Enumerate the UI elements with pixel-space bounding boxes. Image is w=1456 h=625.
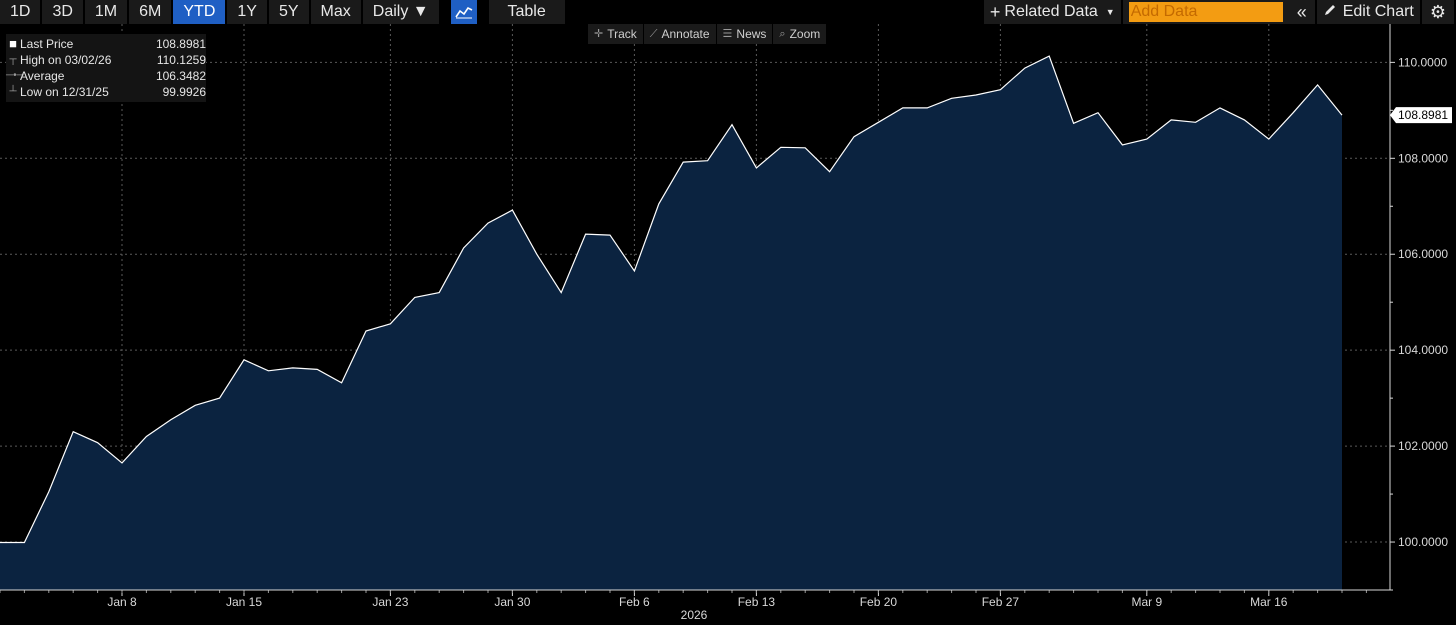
y-tick-label: 100.0000 [1398, 535, 1448, 549]
last-price-tag: 108.8981 [1390, 107, 1452, 124]
legend-swatch-icon: ■ [9, 36, 17, 51]
range-button-1d[interactable]: 1D [0, 0, 43, 24]
toolbar-gap [478, 0, 489, 24]
annotate-button[interactable]: ⟋ Annotate [644, 24, 717, 44]
range-button-6m[interactable]: 6M [129, 0, 174, 24]
y-tick-label: 108.0000 [1398, 151, 1448, 165]
axes: 100.0000 102.0000 104.0000 106.0000 108.0000… [0, 24, 1448, 622]
legend-label: High on 03/02/26 [20, 53, 112, 67]
x-tick-label: Jan 30 [494, 595, 530, 609]
last-price-tag-bg [1390, 107, 1452, 124]
gear-icon[interactable]: ⚙ [1421, 0, 1456, 24]
legend-label: Low on 12/31/25 [20, 85, 109, 99]
chart-tools: ✛ Track ⟋ Annotate ☰ News ⌕ Zoom [588, 24, 828, 44]
add-data-input[interactable] [1128, 2, 1283, 22]
x-tick-label: Mar 9 [1131, 595, 1162, 609]
legend-value: 99.9926 [162, 85, 206, 99]
range-button-5y[interactable]: 5Y [268, 0, 311, 24]
x-tick-label: Jan 23 [372, 595, 408, 609]
y-tick-label: 102.0000 [1398, 439, 1448, 453]
caret-down-icon: ▼ [1105, 7, 1115, 17]
crosshair-icon: ✛ [594, 28, 604, 40]
toolbar-spacer [566, 0, 984, 24]
chart-toolbar: 1D 3D 1M 6M YTD 1Y 5Y Max Daily ▼ Table + Relat… [0, 0, 1456, 24]
last-price-tag-label: 108.8981 [1398, 108, 1448, 122]
y-tick-label: 110.0000 [1398, 55, 1447, 69]
range-button-1y[interactable]: 1Y [227, 0, 269, 24]
range-button-1m[interactable]: 1M [84, 0, 130, 24]
legend-row: ─•─ Average 106.3482 [6, 68, 206, 84]
range-button-max[interactable]: Max [310, 0, 363, 24]
x-tick-label: Feb 20 [860, 595, 898, 609]
tool-label: Annotate [661, 27, 710, 41]
legend-label: Average [20, 69, 65, 83]
legend-marker-icon: ┴ [9, 86, 17, 97]
edit-chart-label: Edit Chart [1342, 3, 1414, 20]
toolbar-gap [440, 0, 451, 24]
zoom-button[interactable]: ⌕ Zoom [773, 24, 828, 44]
news-icon: ☰ [722, 28, 733, 40]
legend-row: ┴ Low on 12/31/25 99.9926 [6, 84, 206, 100]
pencil-icon [1323, 3, 1337, 22]
line-chart-icon[interactable] [450, 0, 479, 24]
legend-value: 110.1259 [156, 53, 206, 67]
legend-marker-icon: ─•─ [6, 70, 24, 81]
legend-marker-icon: ┬ [9, 54, 17, 65]
price-area-fill [0, 56, 1342, 591]
legend-row: ■ Last Price 108.8981 [6, 36, 206, 52]
tool-label: Track [607, 27, 637, 41]
legend-value: 108.8981 [155, 37, 206, 51]
collapse-icon[interactable]: « [1288, 0, 1317, 24]
y-tick-label: 104.0000 [1398, 343, 1448, 357]
zoom-icon: ⌕ [779, 28, 786, 40]
x-tick-label: Mar 16 [1250, 595, 1288, 609]
x-tick-label: Feb 6 [619, 595, 650, 609]
frequency-dropdown[interactable]: Daily ▼ [362, 0, 441, 24]
annotate-icon: ⟋ [649, 28, 658, 40]
legend-value: 106.3482 [155, 69, 206, 83]
x-tick-label: Jan 8 [107, 595, 137, 609]
tool-label: News [736, 27, 767, 41]
related-data-button[interactable]: + Related Data ▼ [983, 0, 1123, 24]
table-button[interactable]: Table [488, 0, 567, 24]
legend: ■ Last Price 108.8981 ┬ High on 03/02/26 110.… [6, 34, 206, 102]
x-tick-label: Feb 13 [738, 595, 776, 609]
edit-chart-button[interactable]: Edit Chart [1316, 0, 1422, 24]
year-label: 2026 [681, 608, 708, 622]
plus-icon: + [989, 1, 1001, 22]
legend-label: Last Price [20, 37, 74, 51]
price-line[interactable] [0, 55, 1343, 544]
track-button[interactable]: ✛ Track [588, 24, 644, 44]
y-tick-label: 106.0000 [1398, 247, 1448, 261]
x-tick-label: Feb 27 [982, 595, 1020, 609]
range-buttons: 1D 3D 1M 6M YTD 1Y 5Y Max [0, 0, 363, 24]
range-button-ytd[interactable]: YTD [173, 0, 228, 24]
tool-label: Zoom [789, 27, 821, 41]
news-button[interactable]: ☰ News [717, 24, 774, 44]
legend-row: ┬ High on 03/02/26 110.1259 [6, 52, 206, 68]
related-data-label: Related Data [1004, 3, 1098, 20]
range-button-3d[interactable]: 3D [42, 0, 85, 24]
x-tick-label: Jan 15 [226, 595, 262, 609]
